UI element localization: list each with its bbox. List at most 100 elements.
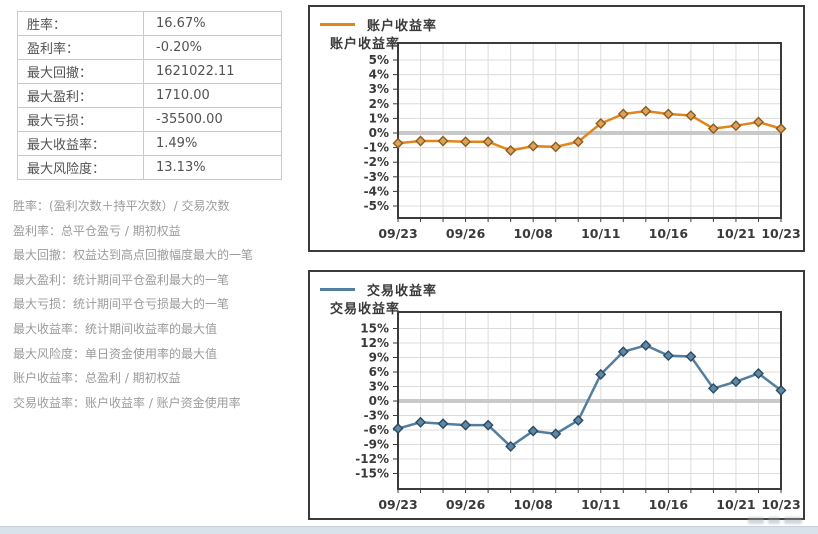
y-axis-tick-label: 3% bbox=[369, 380, 389, 394]
y-axis-tick-label: -5% bbox=[364, 199, 389, 213]
metric-definition: 最大收益率：统计期间收益率的最大值 bbox=[13, 321, 218, 336]
metric-definition: 盈利率：总平仓盈亏 / 期初权益 bbox=[13, 223, 181, 238]
y-axis-tick-label: 12% bbox=[360, 336, 389, 350]
bottom-bar bbox=[0, 526, 818, 534]
y-axis-tick-label: -2% bbox=[364, 155, 389, 169]
stat-value: -35500.00 bbox=[143, 107, 282, 132]
data-point-marker bbox=[685, 351, 697, 363]
y-axis-tick-label: -15% bbox=[355, 466, 389, 480]
data-point-marker bbox=[617, 108, 629, 120]
data-point-marker bbox=[550, 428, 562, 440]
account-return-line-chart: 5%4%3%2%1%0%-1%-2%-3%-4%-5% 09/23 09/26 10/… bbox=[364, 42, 801, 241]
data-point-marker bbox=[685, 109, 697, 121]
y-axis-tick-label: 15% bbox=[360, 322, 389, 336]
x-axis-label: 10/16 bbox=[649, 497, 689, 512]
legend-line-swatch bbox=[320, 22, 355, 26]
stat-label: 胜率： bbox=[17, 11, 144, 36]
stats-row: 最大盈利： 1710.00 bbox=[17, 83, 282, 108]
data-point-marker bbox=[662, 108, 674, 120]
metric-definition: 账户收益率：总盈利 / 期初权益 bbox=[13, 371, 181, 386]
stat-label: 最大回撤： bbox=[17, 59, 144, 84]
account-return-chart-panel: 账户收益率 账户收益率 5% 4% 3% 2% 1% 0% -1% -2% -3% -4% -5% 0… bbox=[308, 5, 805, 252]
data-point-marker bbox=[640, 105, 652, 117]
data-point-marker bbox=[707, 382, 719, 394]
data-point-marker bbox=[505, 440, 517, 452]
legend-line-swatch bbox=[320, 287, 355, 291]
stat-label: 盈利率： bbox=[17, 35, 144, 60]
stats-row: 最大收益率： 1.49% bbox=[17, 131, 282, 156]
data-point-marker bbox=[595, 118, 607, 129]
stat-label: 最大盈利： bbox=[17, 83, 144, 108]
x-axis-label: 10/11 bbox=[581, 497, 620, 512]
data-point-marker bbox=[707, 123, 719, 135]
stats-row: 盈利率： -0.20% bbox=[17, 35, 282, 60]
trade-chart-legend: 交易收益率 bbox=[320, 281, 438, 299]
data-point-marker bbox=[752, 116, 764, 128]
data-point-marker bbox=[527, 140, 539, 152]
data-point-marker bbox=[415, 135, 427, 147]
data-point-marker bbox=[595, 368, 607, 380]
data-point-marker bbox=[640, 339, 652, 351]
data-point-marker bbox=[460, 419, 472, 431]
trade-return-line-chart: 15%12%9%6%3%0%-3%-6%-9%-12%-15% 09/23 09/2… bbox=[355, 311, 801, 512]
metric-definition: 最大亏损：统计期间平仓亏损最大的一笔 bbox=[13, 297, 230, 312]
stat-label: 最大收益率： bbox=[17, 131, 144, 156]
x-axis-label: 09/26 bbox=[446, 226, 486, 241]
data-point-marker bbox=[752, 367, 764, 379]
stat-value: 1710.00 bbox=[143, 83, 282, 108]
y-axis-tick-label: 1% bbox=[369, 111, 389, 125]
y-axis-tick-label: -12% bbox=[355, 452, 389, 466]
data-point-marker bbox=[482, 419, 494, 431]
data-point-marker bbox=[505, 145, 517, 157]
data-point-marker bbox=[437, 135, 449, 147]
x-axis-label: 10/23 bbox=[761, 226, 800, 241]
stats-row: 最大亏损： -35500.00 bbox=[17, 107, 282, 132]
data-point-marker bbox=[437, 418, 449, 430]
data-point-marker bbox=[572, 136, 584, 148]
y-axis-title: 账户收益率 bbox=[330, 37, 401, 52]
data-point-marker bbox=[662, 350, 674, 362]
series-line bbox=[397, 344, 782, 448]
y-axis-tick-label: 4% bbox=[369, 68, 389, 82]
data-point-marker bbox=[730, 376, 742, 388]
data-point-marker bbox=[415, 416, 427, 428]
x-axis-label: 10/23 bbox=[761, 497, 800, 512]
stats-row: 胜率： 16.67% bbox=[17, 11, 282, 36]
y-axis-tick-label: 2% bbox=[369, 97, 389, 111]
stat-value: 1.49% bbox=[143, 131, 282, 156]
legend-label: 交易收益率 bbox=[367, 283, 438, 299]
metric-definition: 胜率：(盈利次数＋持平次数）/ 交易次数 bbox=[13, 199, 230, 213]
y-axis-tick-label: 5% bbox=[369, 53, 389, 67]
stats-table: 胜率： 16.67% 盈利率： -0.20% 最大回撤： 1621022.11 最大盈利： 1… bbox=[17, 11, 282, 180]
metric-definitions: 胜率：(盈利次数＋持平次数）/ 交易次数 盈利率：总平仓盈亏 / 期初权益 最大回撤… bbox=[13, 194, 253, 415]
y-axis-tick-label: -6% bbox=[364, 423, 389, 437]
x-axis-label: 10/21 bbox=[716, 226, 755, 241]
x-axis-label: 09/23 bbox=[378, 226, 417, 241]
x-axis-label: 10/11 bbox=[581, 226, 620, 241]
trade-return-chart-panel: 交易收益率 交易收益率 15% 12% 9% 6% 3% 0% -3% -6% -9% -12% -… bbox=[308, 270, 805, 520]
data-point-marker bbox=[527, 425, 539, 437]
x-axis-label: 10/08 bbox=[513, 226, 552, 241]
stat-value: 16.67% bbox=[143, 11, 282, 36]
plot-border bbox=[397, 311, 782, 490]
stat-value: -0.20% bbox=[143, 35, 282, 60]
y-axis-tick-label: -9% bbox=[364, 437, 389, 451]
data-point-marker bbox=[572, 414, 584, 426]
stats-row: 最大风险度： 13.13% bbox=[17, 155, 282, 180]
x-axis-label: 10/08 bbox=[513, 497, 552, 512]
data-point-marker bbox=[775, 384, 787, 396]
x-axis-label: 10/16 bbox=[649, 226, 689, 241]
data-point-marker bbox=[460, 136, 472, 148]
legend-label: 账户收益率 bbox=[367, 18, 438, 34]
metric-definition: 最大风险度：单日资金使用率的最大值 bbox=[13, 346, 218, 361]
data-point-marker bbox=[617, 346, 629, 358]
y-axis-tick-label: 0% bbox=[369, 126, 389, 140]
x-axis-label: 09/26 bbox=[446, 497, 486, 512]
stat-value: 13.13% bbox=[143, 155, 282, 180]
data-point-marker bbox=[775, 123, 787, 135]
y-axis-title: 交易收益率 bbox=[330, 302, 401, 317]
stat-label: 最大亏损： bbox=[17, 107, 144, 132]
metric-definition: 交易收益率：账户收益率 / 账户资金使用率 bbox=[13, 395, 241, 410]
account-chart-legend: 账户收益率 bbox=[320, 16, 438, 34]
watermark bbox=[748, 514, 804, 526]
